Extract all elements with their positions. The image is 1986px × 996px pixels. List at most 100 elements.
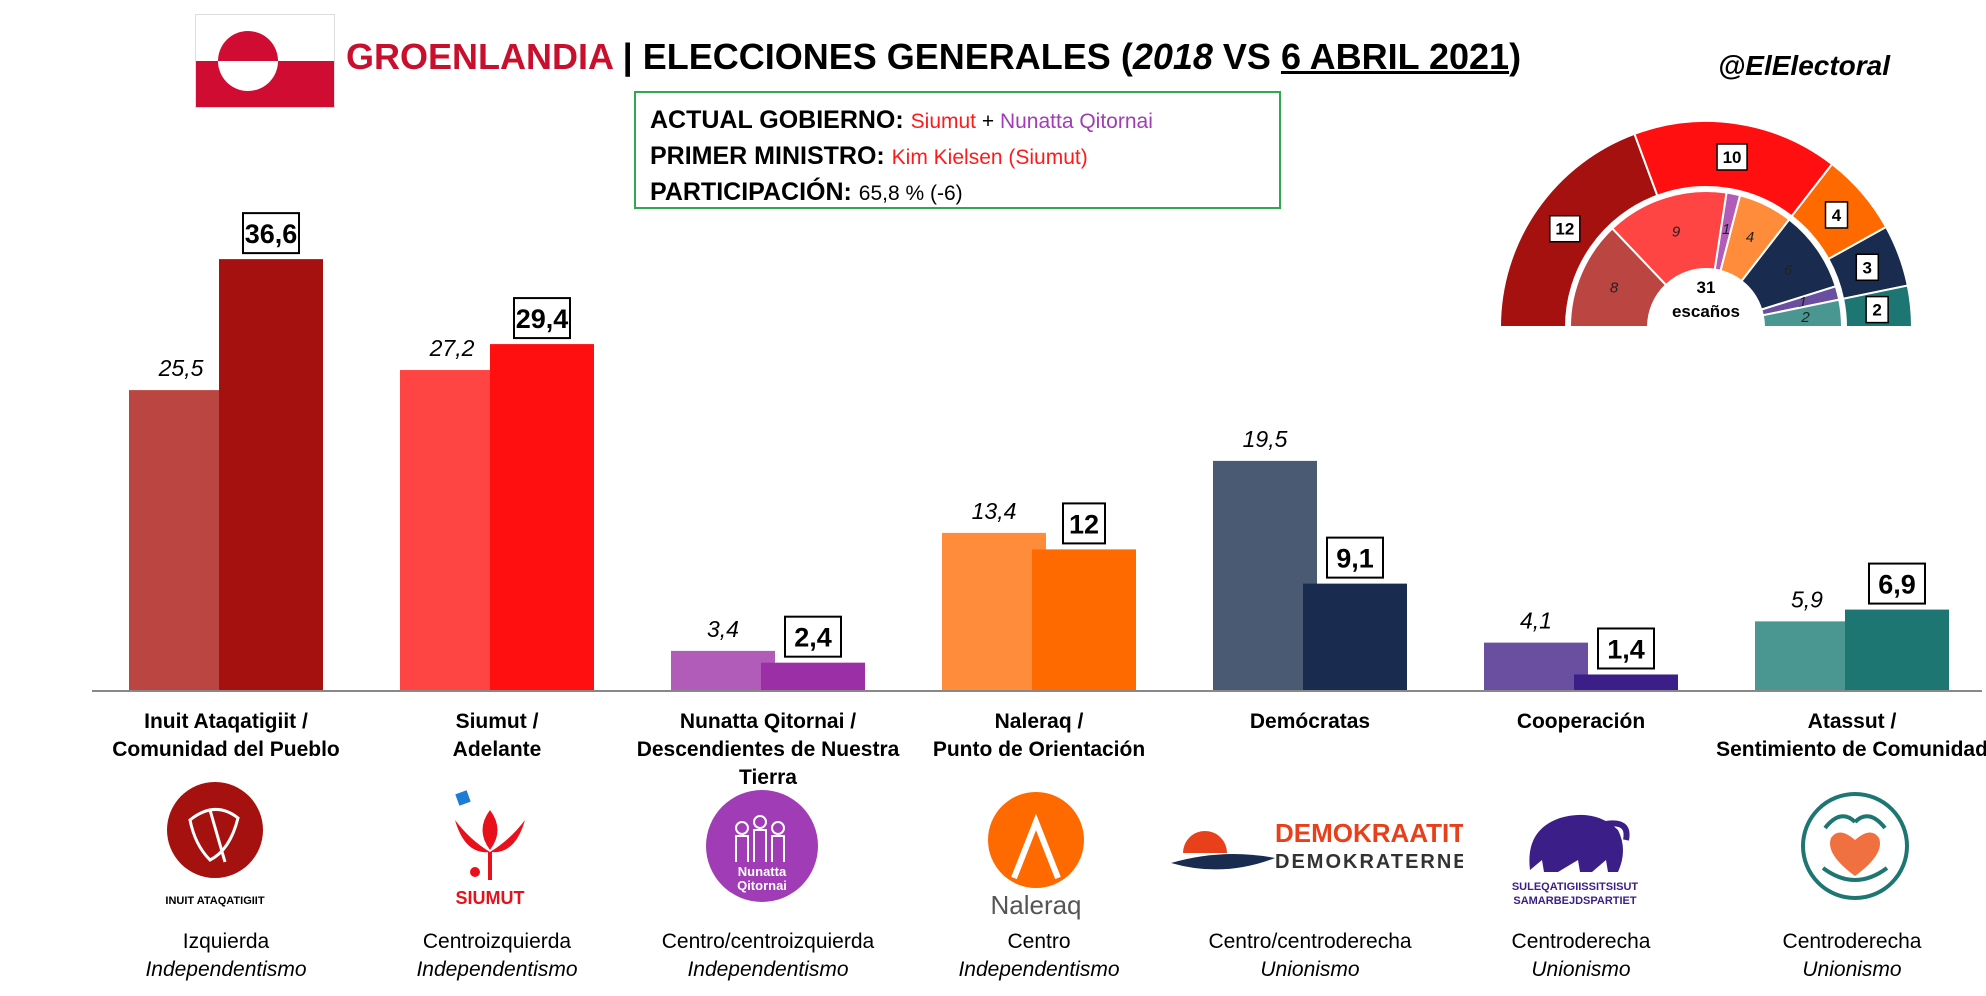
party-ideology: Centroizquierda Independentismo [347, 928, 647, 984]
ideology-position: Independentismo [145, 958, 307, 981]
ideology-position: Independentismo [416, 958, 578, 981]
government-party-1: Siumut [910, 110, 977, 133]
party-ideology: Centro Independentismo [889, 928, 1189, 984]
bar-label-box-2021 [784, 615, 842, 658]
ideology-axis: Centroderecha [1511, 930, 1651, 953]
ideology-position: Independentismo [958, 958, 1120, 981]
bar-label-box-2021 [1868, 562, 1926, 605]
party-ideology: Centroderecha Unionismo [1431, 928, 1731, 984]
bar-label-box-2021 [1326, 536, 1384, 579]
bar-label-2018: 5,9 [1791, 586, 1823, 612]
page-title: GROENLANDIA | ELECCIONES GENERALES (2018… [346, 36, 1521, 78]
bar-label-2018: 13,4 [972, 498, 1017, 524]
party-name-line: Punto de Orientación [932, 738, 1146, 761]
prime-minister-row: PRIMER MINISTRO: Kim Kielsen (Siumut) [650, 139, 1265, 175]
party-name-line: Descendientes de Nuestra [636, 738, 900, 761]
bar-group: 3,4 2,4 [671, 615, 865, 691]
party-name-line: Tierra [739, 766, 797, 789]
government-info-box: ACTUAL GOBIERNO: Siumut + Nunatta Qitorn… [634, 91, 1281, 209]
bar-group: 25,5 36,6 [129, 212, 323, 691]
seat-label-box [1855, 253, 1880, 282]
ideology-position: Unionismo [1802, 958, 1902, 981]
turnout-row: PARTICIPACIÓN: 65,8 % (-6) [650, 175, 1265, 211]
bar-2018 [1755, 621, 1859, 691]
bar-group: 4,1 1,4 [1484, 608, 1678, 691]
bar-label-2021: 6,9 [1878, 570, 1916, 600]
bar-label-box-2021 [1062, 502, 1106, 545]
bar-label-2021: 12 [1069, 509, 1099, 539]
bar-2021 [490, 344, 594, 691]
bar-label-2018: 27,2 [429, 335, 475, 361]
ideology-position: Independentismo [687, 958, 849, 981]
svg-text:Nunatta: Nunatta [738, 864, 787, 879]
bar-2018 [400, 370, 504, 691]
seat-label: 2 [1872, 301, 1881, 320]
bar-label-box-2021 [1597, 627, 1655, 670]
party-name: Atassut / Sentimiento de Comunidad [1702, 708, 1986, 764]
bar-group: 13,4 12 [942, 498, 1136, 691]
bar-group: 27,2 29,4 [400, 297, 594, 691]
turnout-value: 65,8 % (-6) [858, 182, 963, 205]
seat-label: 2 [1800, 309, 1810, 326]
bar-2021 [1032, 549, 1136, 691]
musk-ox-logo-icon: SULEQATIGIISSITSISUT SAMARBEJDSPARTIET [1500, 790, 1650, 915]
greenland-flag-icon [195, 14, 335, 108]
svg-text:SIUMUT: SIUMUT [456, 888, 525, 908]
seat-label-box [1865, 295, 1889, 324]
title-date: 6 ABRIL 2021 [1280, 36, 1510, 77]
ideology-axis: Centro/centroizquierda [661, 930, 875, 953]
bar-label-2021: 36,6 [245, 219, 298, 249]
ideology-axis: Centro [1007, 930, 1071, 953]
party-name-line: Cooperación [1516, 710, 1646, 733]
prime-minister-value: Kim Kielsen (Siumut) [891, 146, 1088, 169]
party-name-line: Siumut / [455, 710, 539, 733]
nunatta-qitornai-logo-icon: Nunatta Qitornai [702, 788, 822, 913]
ideology-axis: Centroizquierda [422, 930, 572, 953]
party-name: Naleraq / Punto de Orientación [889, 708, 1189, 764]
party-name-line: Adelante [452, 738, 542, 761]
prime-minister-label: PRIMER MINISTRO: [650, 142, 885, 170]
ideology-axis: Izquierda [182, 930, 270, 953]
siumut-flower-logo-icon: SIUMUT [435, 780, 545, 915]
party-name-line: Demócratas [1249, 710, 1371, 733]
ideology-axis: Centro/centroderecha [1208, 930, 1412, 953]
bar-2021 [1303, 583, 1407, 691]
seat-label-box [1716, 143, 1748, 171]
bar-2021 [1845, 609, 1949, 691]
seat-label: 1 [1722, 221, 1730, 238]
bar-2021 [761, 662, 865, 691]
author-handle: @ElElectoral [1718, 50, 1891, 81]
bar-2018 [129, 390, 233, 691]
party-name-line: Inuit Ataqatigiit / [144, 710, 308, 733]
atassut-heart-logo-icon [1795, 788, 1915, 913]
government-label: ACTUAL GOBIERNO: [650, 106, 904, 134]
svg-text:INUIT ATAQATIGIIT: INUIT ATAQATIGIIT [165, 895, 264, 907]
title-close: ) [1509, 36, 1522, 77]
government-party-2: Nunatta Qitornai [999, 110, 1153, 133]
bar-label-2018: 4,1 [1520, 608, 1552, 634]
bar-2018 [1213, 460, 1317, 691]
party-name: Inuit Ataqatigiit / Comunidad del Pueblo [76, 708, 376, 764]
bar-group: 19,5 9,1 [1213, 426, 1407, 691]
party-name: Demócratas [1160, 708, 1460, 736]
party-name: Nunatta Qitornai / Descendientes de Nuest… [618, 708, 918, 792]
svg-text:DEMOKRATERNE: DEMOKRATERNE [1275, 851, 1463, 873]
government-row: ACTUAL GOBIERNO: Siumut + Nunatta Qitorn… [650, 103, 1265, 139]
bar-2018 [1484, 642, 1588, 691]
party-name-line: Comunidad del Pueblo [112, 738, 340, 761]
seat-label: 9 [1672, 224, 1681, 241]
seat-label: 6 [1784, 262, 1793, 279]
seat-label: 8 [1610, 280, 1619, 297]
bar-label-2021: 9,1 [1336, 544, 1374, 574]
bar-2018 [671, 650, 775, 691]
party-name-line: Atassut / [1807, 710, 1897, 733]
bar-group: 5,9 6,9 [1755, 562, 1949, 691]
bar-label-2018: 25,5 [158, 355, 204, 381]
inuit-ataqatigiit-logo-icon: INUIT ATAQATIGIIT [160, 780, 270, 915]
seat-label-box [1824, 201, 1849, 229]
party-name: Siumut / Adelante [347, 708, 647, 764]
ideology-axis: Centroderecha [1782, 930, 1922, 953]
party-ideology: Centro/centroizquierda Independentismo [618, 928, 918, 984]
naleraq-logo-icon: Naleraq [976, 790, 1096, 925]
party-name-line: Nunatta Qitornai / [679, 710, 857, 733]
